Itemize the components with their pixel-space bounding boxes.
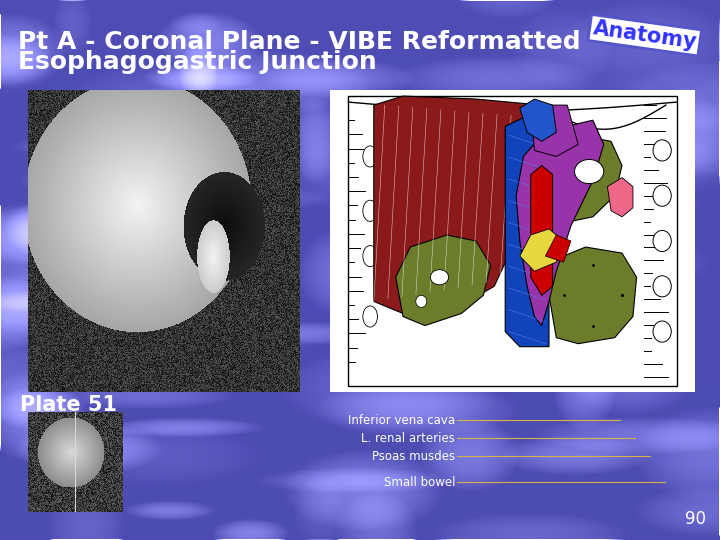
Ellipse shape	[653, 276, 671, 297]
Text: Anatomy: Anatomy	[592, 18, 698, 52]
Bar	[28, 90, 300, 392]
Polygon shape	[531, 165, 553, 295]
Text: Psoas musdes: Psoas musdes	[372, 449, 455, 462]
Text: Inferior
branch of
portal vein: Inferior branch of portal vein	[391, 264, 455, 307]
Polygon shape	[396, 235, 490, 326]
Polygon shape	[374, 96, 557, 314]
Polygon shape	[516, 120, 604, 326]
Text: Hepatic flexure: Hepatic flexure	[365, 375, 455, 388]
Polygon shape	[505, 114, 549, 347]
Ellipse shape	[653, 140, 671, 161]
Polygon shape	[549, 136, 622, 223]
Ellipse shape	[575, 159, 604, 184]
Ellipse shape	[363, 200, 377, 221]
Polygon shape	[545, 235, 571, 262]
Text: Body of pancreas: Body of pancreas	[358, 208, 460, 221]
Text: Plate 51: Plate 51	[20, 395, 117, 415]
Text: Celiac artery: Celiac artery	[379, 323, 455, 336]
Ellipse shape	[653, 231, 671, 252]
Text: Superior
branch of
portal vein: Superior branch of portal vein	[391, 220, 455, 264]
Bar	[330, 90, 695, 392]
Ellipse shape	[653, 185, 671, 206]
Ellipse shape	[363, 246, 377, 267]
Ellipse shape	[653, 321, 671, 342]
Text: Esophagogastric Junction: Esophagogastric Junction	[18, 50, 377, 74]
Text: Inferior vena cava: Inferior vena cava	[348, 414, 455, 427]
Polygon shape	[520, 229, 564, 271]
Ellipse shape	[363, 146, 377, 167]
Polygon shape	[531, 105, 578, 157]
Text: Pt A - Coronal Plane - VIBE Reformatted: Pt A - Coronal Plane - VIBE Reformatted	[18, 30, 580, 54]
Ellipse shape	[431, 269, 449, 285]
Text: Esophagus: Esophagus	[391, 141, 455, 154]
Text: Aorta: Aorta	[423, 357, 455, 370]
Polygon shape	[520, 99, 557, 141]
Ellipse shape	[415, 295, 427, 307]
Polygon shape	[549, 247, 636, 343]
Text: R. atrium: R. atrium	[400, 124, 455, 137]
Text: 90: 90	[685, 510, 706, 528]
Text: L. renal arteries: L. renal arteries	[361, 431, 455, 444]
Text: Gastric cardia: Gastric cardia	[373, 159, 455, 172]
Text: Splenic v.: Splenic v.	[399, 341, 455, 354]
Text: Small bowel: Small bowel	[384, 476, 455, 489]
Polygon shape	[348, 96, 677, 386]
Ellipse shape	[363, 306, 377, 327]
Polygon shape	[608, 178, 633, 217]
Text: Spleen: Spleen	[420, 93, 460, 106]
